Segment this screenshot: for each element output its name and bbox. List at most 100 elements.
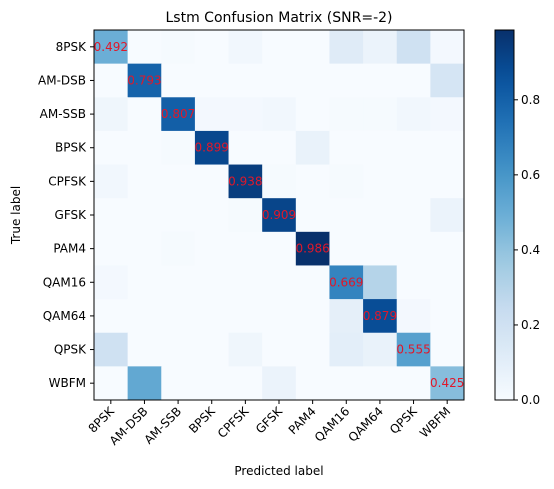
x-tick-label: CPFSK [215,403,252,440]
heatmap-cell [295,130,330,166]
heatmap-cell [194,198,230,233]
cell-value-label: 0.793 [127,73,161,87]
heatmap-cell [329,63,364,98]
heatmap-cell [161,332,196,367]
x-tick-label: QAM16 [312,404,353,445]
heatmap-cell [396,97,431,132]
heatmap-cell [262,97,297,132]
heatmap-cell [363,366,398,401]
heatmap-cell [127,299,162,334]
heatmap-cell [430,63,465,98]
heatmap-cell [295,198,330,233]
heatmap-cell [127,30,162,65]
heatmap-cell [262,366,297,401]
heatmap-cell [127,366,162,401]
heatmap-cell [262,265,297,300]
heatmap-cell [396,198,431,233]
colorbar-tick-label: 0.6 [521,168,540,182]
heatmap-cell [329,198,364,233]
heatmap-cell [396,164,431,199]
heatmap-cell [396,130,431,166]
heatmap-cell [295,265,330,300]
diagonal-value-labels: 0.492 0.793 0.807 0.899 0.938 0.909 0.986 0.669… [94,40,465,390]
colorbar-ticks: 0.0 0.2 0.4 0.6 0.8 [514,93,540,407]
heatmap-cell [430,332,465,367]
heatmap-cell [430,231,465,266]
heatmap-cell [127,97,162,132]
heatmap-cell [363,164,398,199]
x-tick-label: QPSK [387,403,420,436]
cell-value-label: 0.669 [329,275,363,289]
heatmap-cell [329,130,364,166]
y-tick-label: PAM4 [53,242,86,256]
colorbar [494,29,515,401]
cell-value-label: 0.899 [195,141,229,155]
heatmap-cell [329,30,364,65]
heatmap-cell [329,231,364,266]
heatmap-cell [396,299,431,334]
heatmap-cell [94,231,129,266]
heatmap-cell [228,198,263,233]
heatmap-cell [262,198,297,233]
heatmap-cell [329,332,364,367]
cell-value-label: 0.986 [295,242,329,256]
heatmap-cell [161,97,196,132]
y-tick-label: AM-SSB [40,107,86,121]
heatmap-cell [329,164,364,199]
heatmap-cell [161,198,196,233]
heatmap-cell [228,299,263,334]
heatmap-cell [363,63,398,98]
heatmap-cell [430,366,465,401]
y-tick-label: QAM16 [43,275,86,289]
y-tick-label: BPSK [55,141,87,155]
heatmap-cell [161,265,196,300]
heatmap-cell [127,130,162,166]
heatmap-cell [430,97,465,132]
heatmap-cell [127,164,162,199]
heatmap-cell [161,299,196,334]
heatmap-cell [194,164,230,199]
y-tick-label: GFSK [55,208,88,222]
heatmap-cell [228,265,263,300]
heatmap-cell [262,299,297,334]
x-tick-label: QAM64 [346,404,387,445]
heatmap-cell [396,231,431,266]
y-tick-label: AM-DSB [38,73,86,87]
heatmap-cell [329,97,364,132]
heatmap-cell [430,130,465,166]
heatmap-cell [161,231,196,266]
y-axis-label: True label [9,186,23,245]
heatmap-cell [262,130,297,166]
heatmap-cell [262,63,297,98]
heatmap-cell [363,299,398,334]
heatmap-cell [127,63,162,98]
heatmap-cell [228,366,263,401]
heatmap-cell [396,265,431,300]
chart-title: Lstm Confusion Matrix (SNR=-2) [166,10,393,26]
y-tick-label: QAM64 [43,309,86,323]
heatmap-cell [363,97,398,132]
heatmap-cell [295,332,330,367]
heatmap-cell [194,299,230,334]
heatmap-cell [430,30,465,65]
y-tick-label: WBFM [49,376,86,390]
heatmap-cell [396,332,431,367]
y-axis-ticks: 8PSK AM-DSB AM-SSB BPSK CPFSK GFSK PAM4 QAM16 QA… [38,40,94,390]
heatmap-cell [396,366,431,401]
heatmap-cell [363,130,398,166]
heatmap-cell [363,198,398,233]
colorbar-tick-label: 0.2 [521,318,540,332]
heatmap-cell [363,30,398,65]
heatmap-cell [94,366,129,401]
heatmap-cell [94,265,129,300]
heatmap-cell [430,265,465,300]
heatmap-cell [161,30,196,65]
heatmap-cell [295,164,330,199]
heatmap-cell [228,97,263,132]
y-tick-label: QPSK [54,343,87,357]
heatmap-cell [194,30,230,65]
heatmap-cell [295,366,330,401]
heatmap-cell [295,63,330,98]
